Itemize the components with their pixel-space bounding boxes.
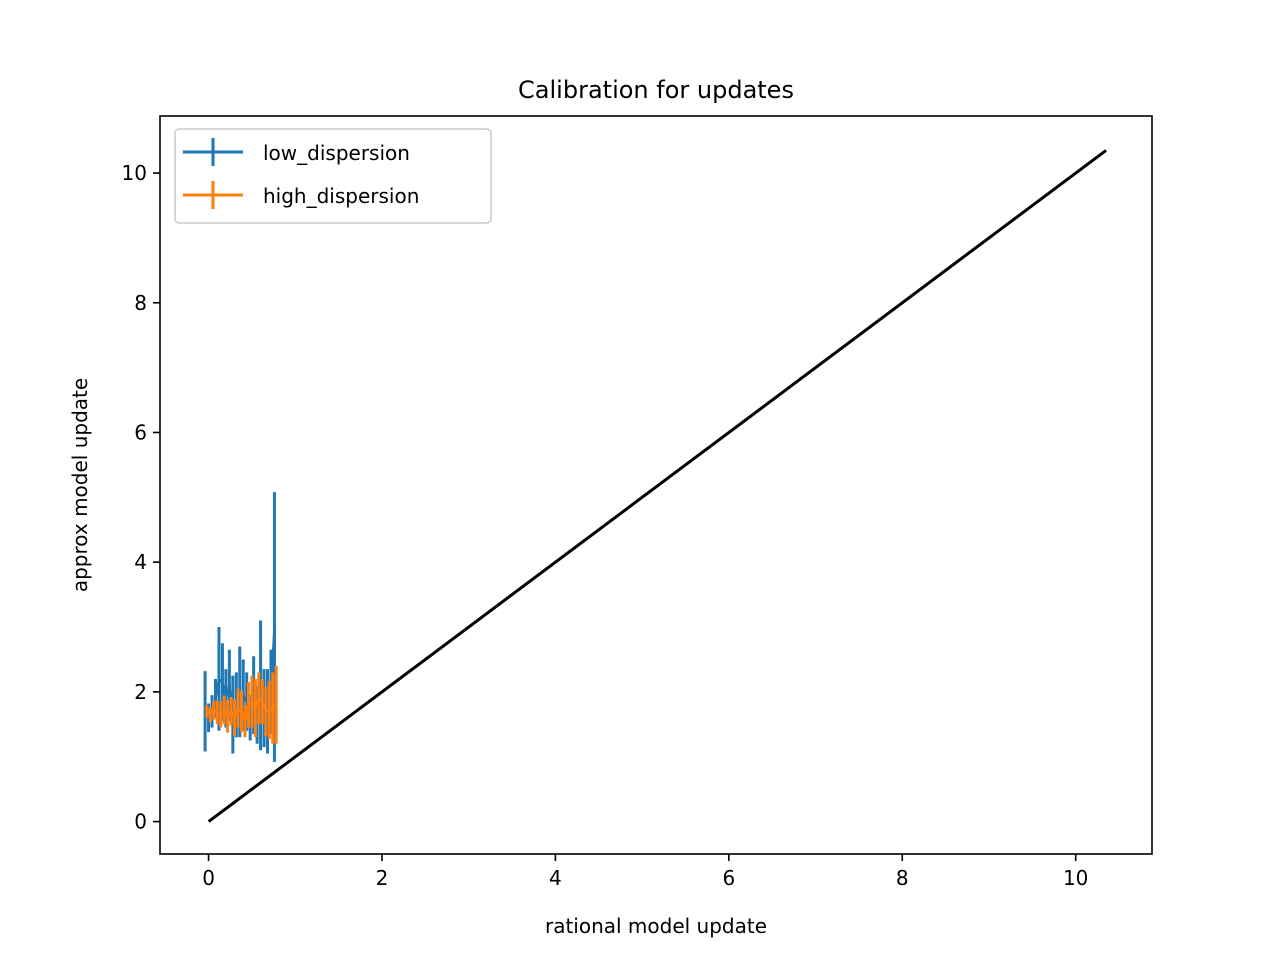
legend-entry-low-dispersion: low_dispersion — [183, 138, 410, 166]
legend: low_dispersion high_dispersion — [174, 128, 492, 224]
series-high-dispersion — [205, 665, 278, 744]
legend-label-high-dispersion: high_dispersion — [263, 184, 419, 208]
y-tick-label: 8 — [134, 291, 147, 315]
chart-title: Calibration for updates — [518, 76, 794, 104]
y-tick-label: 0 — [134, 810, 147, 834]
x-axis-label: rational model update — [545, 914, 767, 938]
legend-entry-high-dispersion: high_dispersion — [183, 181, 419, 209]
x-axis: 0 2 4 6 8 10 — [202, 854, 1088, 890]
plot-area — [159, 115, 1153, 855]
x-tick-label: 6 — [722, 866, 735, 890]
series-reference-line — [207, 149, 1107, 823]
legend-box — [174, 128, 492, 224]
y-axis-label: approx model update — [68, 378, 92, 592]
y-tick-label: 6 — [134, 420, 147, 444]
series-line — [207, 149, 1107, 823]
x-tick-label: 2 — [376, 866, 389, 890]
plot-frame — [159, 115, 1153, 855]
legend-label-low-dispersion: low_dispersion — [263, 141, 410, 165]
series-layer — [203, 149, 1107, 823]
y-tick-label: 10 — [122, 161, 147, 185]
y-axis: 0 2 4 6 8 10 — [122, 161, 160, 834]
x-tick-label: 4 — [549, 866, 562, 890]
y-tick-label: 4 — [134, 550, 147, 574]
x-tick-label: 0 — [202, 866, 215, 890]
y-tick-label: 2 — [134, 680, 147, 704]
x-tick-label: 8 — [896, 866, 909, 890]
x-tick-label: 10 — [1063, 866, 1088, 890]
